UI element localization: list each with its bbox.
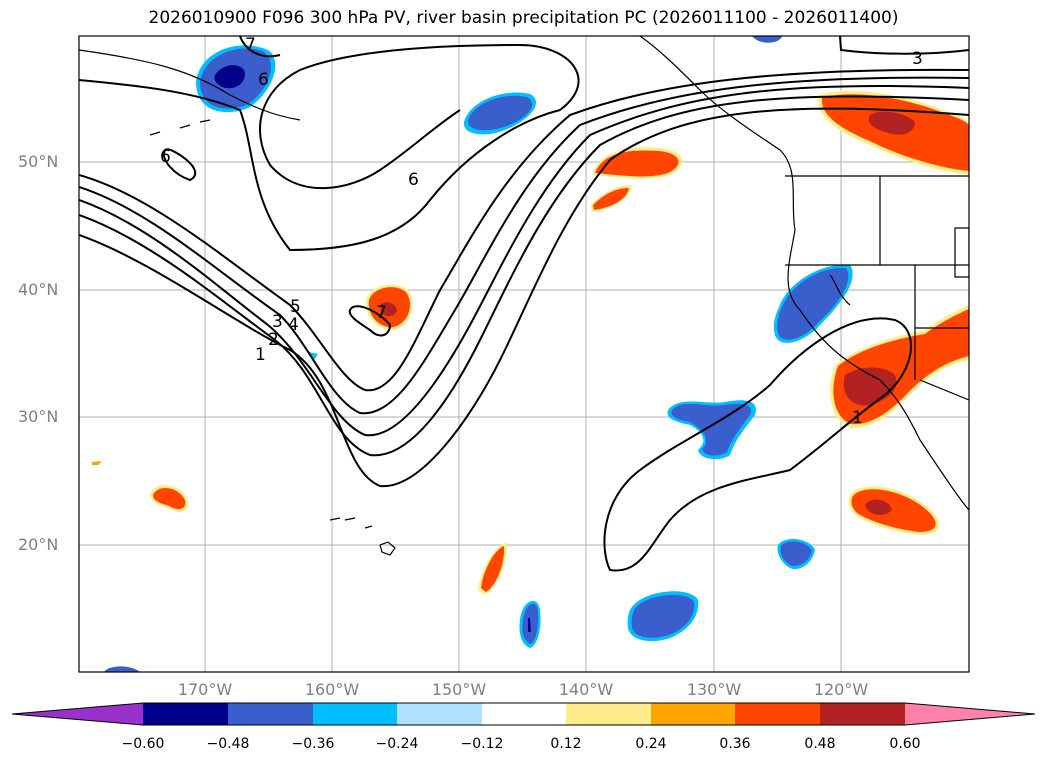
colorbar-tick-label: 0.48 xyxy=(804,736,836,752)
colorbar-segment xyxy=(143,703,228,725)
coastline-aleutian-islands xyxy=(149,119,211,136)
blob-south-thin xyxy=(478,542,508,595)
coastline-north-america xyxy=(639,36,969,511)
contour-7-north xyxy=(239,36,281,58)
colorbar-segment xyxy=(482,703,566,725)
border-state-box xyxy=(954,227,969,278)
lon-label: 150°W xyxy=(431,680,487,699)
blob-oregon-coast xyxy=(773,264,853,343)
lon-label: 120°W xyxy=(813,680,869,699)
colorbar-segment-min xyxy=(12,703,143,725)
blob-gulf-alaska-east xyxy=(463,92,536,135)
coastlines xyxy=(79,36,969,556)
blob-southeast-small xyxy=(777,538,815,570)
blob-top-edge xyxy=(752,36,782,43)
lat-label: 40°N xyxy=(18,280,59,299)
contour-3-northeast xyxy=(839,36,969,55)
blob-mid-pacific-low xyxy=(365,284,413,331)
contour-label: 7 xyxy=(376,303,387,323)
contour-label: 1 xyxy=(255,345,266,365)
blob-tiny-west xyxy=(92,461,101,465)
pv-contours xyxy=(79,36,969,572)
contour-3 xyxy=(79,84,969,437)
contour-label: 3 xyxy=(272,312,283,332)
contour-label: 2 xyxy=(268,330,279,350)
blob-hawaii-west xyxy=(150,484,189,512)
colorbar-tick-label: 0.60 xyxy=(889,736,921,752)
map-background xyxy=(79,36,969,672)
colorbar-segment xyxy=(651,703,735,725)
island-hawaii xyxy=(379,541,396,556)
coastline-aleutians xyxy=(79,49,301,121)
blob-baja xyxy=(848,486,940,535)
lon-label: 170°W xyxy=(177,680,233,699)
contour-label-group: 1 2 3 4 5 6 6 6 7 3 1 7 xyxy=(160,35,923,428)
blob-central-pacific xyxy=(667,400,756,460)
colorbar-tick-label: −0.24 xyxy=(375,736,419,752)
lon-label: 130°W xyxy=(686,680,742,699)
colorbar-tick-label: −0.48 xyxy=(206,736,250,752)
lat-label: 20°N xyxy=(18,535,59,554)
contour-label: 5 xyxy=(290,297,301,317)
contour-label: 6 xyxy=(258,70,269,90)
blob-gulf-alaska-west xyxy=(196,45,276,113)
coastline-inland xyxy=(829,274,851,306)
colorbar-tick-label: 0.24 xyxy=(635,736,667,752)
contour-2 xyxy=(79,95,969,457)
colorbar-segment xyxy=(313,703,397,725)
colorbar-segment xyxy=(397,703,482,725)
colorbar-tick-label: 0.36 xyxy=(719,736,751,752)
colorbar-tick-label: −0.60 xyxy=(121,736,165,752)
colorbar-tick-label: −0.12 xyxy=(460,736,504,752)
contour-label: 3 xyxy=(912,49,923,69)
blob-south-narrow xyxy=(519,600,541,648)
contour-7-closed xyxy=(348,305,392,337)
border-states xyxy=(785,176,969,401)
colorbar-segment xyxy=(820,703,905,725)
contour-1-southeast xyxy=(603,317,912,572)
contour-label: 6 xyxy=(408,170,419,190)
contour-label: 6 xyxy=(160,147,171,167)
contour-5 xyxy=(79,68,969,392)
colorbar-segment xyxy=(566,703,651,725)
contour-label: 4 xyxy=(288,315,299,335)
colorbar-segment xyxy=(228,703,313,725)
colorbar-tick-label: −0.36 xyxy=(291,736,335,752)
map-frame xyxy=(78,35,970,673)
contour-label: 7 xyxy=(245,35,256,55)
lon-label: 140°W xyxy=(558,680,614,699)
lat-label: 50°N xyxy=(18,152,59,171)
colorbar-segment-max xyxy=(905,703,1035,725)
colorbar-tick-label: 0.12 xyxy=(550,736,582,752)
contour-6-closed xyxy=(163,148,197,182)
negative-anomaly-blobs xyxy=(104,36,853,672)
blob-bottom-left xyxy=(104,666,140,672)
blob-south-large xyxy=(627,591,699,642)
contour-4 xyxy=(79,76,969,415)
islands-hawaii-chain xyxy=(329,517,373,529)
colorbar-outline xyxy=(11,702,1036,726)
contour-label: 1 xyxy=(852,408,863,428)
lon-label: 160°W xyxy=(304,680,360,699)
colorbar xyxy=(11,702,1036,726)
contour-6-trough xyxy=(79,43,580,252)
colorbar-segment xyxy=(735,703,820,725)
contour-1 xyxy=(79,107,969,488)
map-title: 2026010900 F096 300 hPa PV, river basin … xyxy=(148,8,899,28)
blob-tiny-center xyxy=(309,352,318,360)
lat-label: 30°N xyxy=(18,407,59,426)
